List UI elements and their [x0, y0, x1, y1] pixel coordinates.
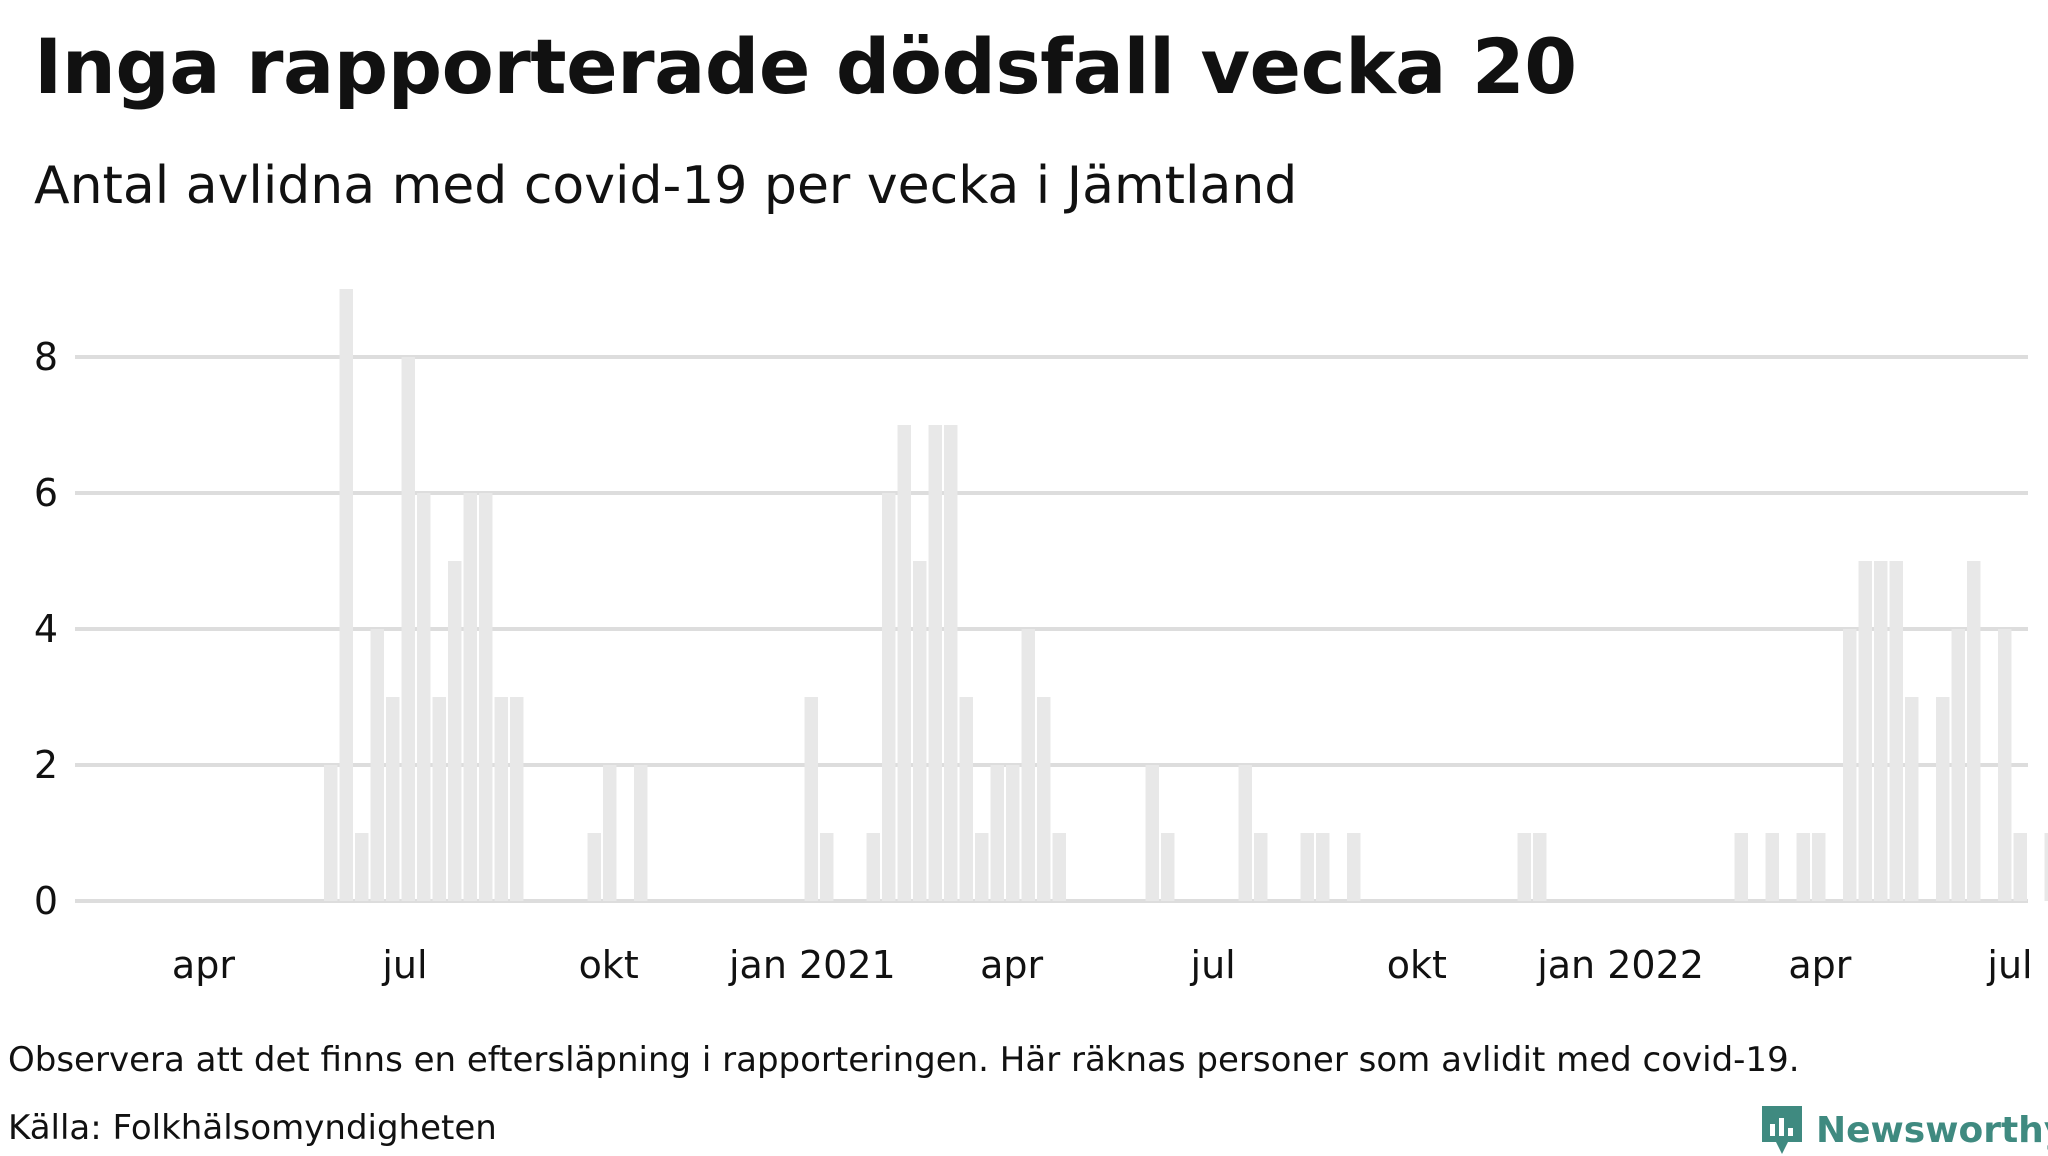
brand-name: Newsworthy — [1816, 1110, 2048, 1151]
bar — [355, 833, 369, 901]
bar — [588, 833, 602, 901]
bar — [867, 833, 881, 901]
y-tick-label: 8 — [34, 335, 58, 379]
bar — [433, 697, 447, 901]
bar — [1254, 833, 1268, 901]
bar — [882, 493, 896, 901]
bar — [975, 833, 989, 901]
newsworthy-brand: Newsworthy — [1760, 1104, 2048, 1156]
bar — [991, 765, 1005, 901]
footnote: Observera att det finns en eftersläpning… — [8, 1040, 1800, 1080]
bar — [324, 765, 338, 901]
y-tick-label: 2 — [34, 743, 58, 787]
bar — [2045, 833, 2048, 901]
bar — [2014, 833, 2028, 901]
bar — [1053, 833, 1067, 901]
x-tick-label: apr — [172, 943, 235, 987]
bar — [510, 697, 524, 901]
bar — [402, 357, 416, 901]
bar — [1952, 629, 1966, 901]
bar — [1037, 697, 1051, 901]
x-tick-label: okt — [1387, 943, 1447, 987]
bar — [1533, 833, 1547, 901]
bar-chart: 0 2 4 6 8 apr jul okt jan 2021 apr jul okt jan 2022… — [0, 0, 2048, 1020]
bar — [1518, 833, 1532, 901]
x-tick-label: okt — [579, 943, 639, 987]
bar — [1998, 629, 2012, 901]
bar — [960, 697, 974, 901]
bar — [1239, 765, 1253, 901]
bar — [898, 425, 912, 901]
bar — [1022, 629, 1036, 901]
bar — [913, 561, 927, 901]
bar — [634, 765, 648, 901]
x-tick-label: apr — [1788, 943, 1851, 987]
bar — [1843, 629, 1857, 901]
bar — [464, 493, 478, 901]
grid-lines — [75, 357, 2028, 901]
bar — [1301, 833, 1315, 901]
bar — [929, 425, 943, 901]
x-tick-label: jul — [1986, 943, 2032, 987]
bar — [1812, 833, 1826, 901]
bar — [1766, 833, 1780, 901]
x-tick-label: apr — [980, 943, 1043, 987]
x-axis-ticks: apr jul okt jan 2021 apr jul okt jan 2022 apr jul — [172, 943, 2033, 987]
x-tick-label: jan 2021 — [728, 943, 896, 987]
bar — [1936, 697, 1950, 901]
bar — [386, 697, 400, 901]
y-axis-ticks: 0 2 4 6 8 — [34, 335, 58, 923]
bar — [1146, 765, 1160, 901]
bar — [417, 493, 431, 901]
bar — [371, 629, 385, 901]
bar — [1347, 833, 1361, 901]
y-tick-label: 4 — [34, 607, 58, 651]
bar — [805, 697, 819, 901]
bar — [495, 697, 509, 901]
x-tick-label: jul — [1190, 943, 1236, 987]
bar — [820, 833, 834, 901]
bar — [1735, 833, 1749, 901]
y-tick-label: 0 — [34, 879, 58, 923]
bar — [603, 765, 617, 901]
bar — [944, 425, 958, 901]
bar — [340, 289, 354, 901]
bar — [1859, 561, 1873, 901]
bar — [1905, 697, 1919, 901]
y-tick-label: 6 — [34, 471, 58, 515]
bar — [1874, 561, 1888, 901]
bar — [1161, 833, 1175, 901]
bar — [1797, 833, 1811, 901]
source-label: Källa: Folkhälsomyndigheten — [8, 1108, 497, 1148]
bars — [324, 289, 2048, 901]
bar — [479, 493, 493, 901]
bar — [1967, 561, 1981, 901]
newsworthy-logo-icon — [1760, 1104, 1804, 1156]
x-tick-label: jan 2022 — [1536, 943, 1704, 987]
bar — [448, 561, 462, 901]
bar — [1006, 765, 1020, 901]
x-tick-label: jul — [381, 943, 427, 987]
bar — [1316, 833, 1330, 901]
bar — [1890, 561, 1904, 901]
